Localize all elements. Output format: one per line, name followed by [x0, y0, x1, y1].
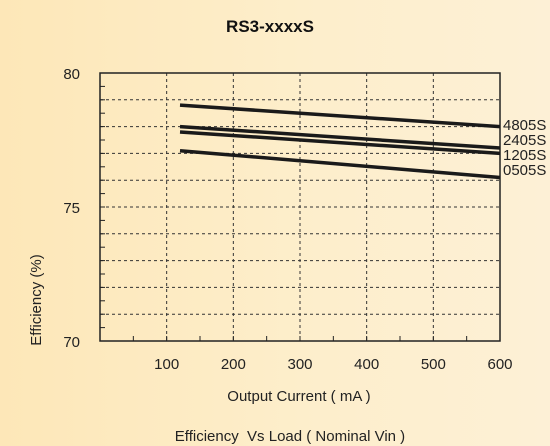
x-tick-labels: 100 200 300 400 500 600: [154, 356, 512, 373]
series-line-0505S: [179, 148, 501, 180]
y-tick-label: 80: [63, 66, 80, 83]
y-axis-label: Efficiency (%): [28, 254, 45, 345]
series-label-4805S: 4805S: [503, 117, 546, 134]
series-line-1205S: [179, 130, 501, 156]
x-tick-label: 500: [421, 356, 446, 373]
series-label-0505S: 0505S: [503, 162, 546, 179]
x-tick-label: 600: [487, 356, 512, 373]
series-line-4805S: [179, 103, 501, 129]
y-tick-labels: 80 75 70: [63, 66, 80, 351]
series-label-1205S: 1205S: [503, 147, 546, 164]
y-tick-label: 70: [63, 334, 80, 351]
series-label-2405S: 2405S: [503, 132, 546, 149]
chart-caption: Efficiency Vs Load ( Nominal Vin ): [175, 428, 405, 445]
y-tick-label: 75: [63, 200, 80, 217]
chart-title: RS3-xxxxS: [226, 17, 314, 36]
x-tick-label: 100: [154, 356, 179, 373]
x-tick-label: 200: [221, 356, 246, 373]
x-tick-label: 300: [287, 356, 312, 373]
x-axis-label: Output Current ( mA ): [227, 388, 370, 405]
x-tick-label: 400: [354, 356, 379, 373]
series-lines: [179, 103, 501, 180]
minor-ticks: [100, 72, 468, 342]
grid-lines: [100, 73, 500, 341]
series-line-2405S: [179, 124, 501, 150]
